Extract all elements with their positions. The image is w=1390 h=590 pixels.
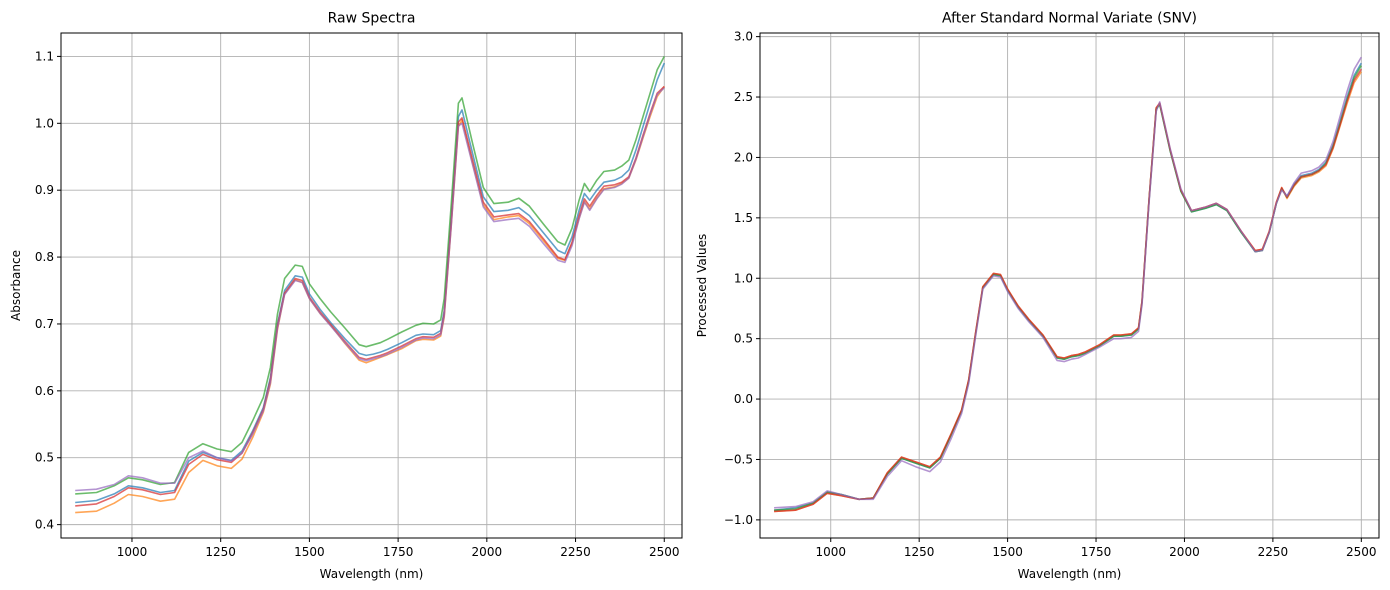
right-ytick-label: 1.5 [734, 211, 753, 225]
left-xtick-label: 1750 [383, 545, 414, 559]
left-chart-title: Raw Spectra [328, 11, 416, 27]
left-ytick-label: 0.4 [35, 518, 54, 532]
right-ytick-label: 1.0 [734, 271, 753, 285]
right-ytick-label: −1.0 [724, 513, 753, 527]
right-ytick-label: 2.0 [734, 150, 753, 164]
left-ytick-label: 0.6 [35, 384, 54, 398]
left-series-line-3 [75, 56, 666, 495]
right-ylabel: Processed Values [695, 234, 709, 338]
left-panel: Raw Spectra 1000 1250 1500 1750 2000 2250 2500… [9, 11, 683, 581]
left-series-line-4 [75, 85, 665, 507]
left-xtick-label: 2500 [649, 545, 680, 559]
right-ytick-label: −0.5 [724, 452, 753, 466]
left-xtick-label: 1250 [205, 545, 236, 559]
left-yticks: 0.4 0.5 0.6 0.7 0.8 0.9 1.0 1.1 [35, 49, 61, 532]
left-series-group [75, 56, 666, 514]
right-ytick-label: 3.0 [734, 30, 753, 44]
right-yticks: −1.0 −0.5 0.0 0.5 1.0 1.5 2.0 2.5 3.0 [724, 30, 760, 527]
right-xtick-label: 2250 [1258, 545, 1289, 559]
left-ytick-label: 0.5 [35, 451, 54, 465]
right-xticks: 1000 1250 1500 1750 2000 2250 2500 [815, 538, 1377, 559]
right-chart-title: After Standard Normal Variate (SNV) [942, 11, 1197, 27]
right-panel: After Standard Normal Variate (SNV) 1000… [695, 11, 1380, 581]
left-grid [61, 33, 682, 538]
left-xtick-label: 2000 [472, 545, 503, 559]
right-ytick-label: 0.0 [734, 392, 753, 406]
left-ytick-label: 0.8 [35, 250, 54, 264]
left-ytick-label: 1.0 [35, 116, 54, 130]
right-series-group [774, 56, 1362, 513]
left-xtick-label: 2250 [560, 545, 591, 559]
left-ytick-label: 0.7 [35, 317, 54, 331]
right-xlabel: Wavelength (nm) [1018, 567, 1122, 581]
right-xtick-label: 1750 [1081, 545, 1112, 559]
left-series-line-5 [75, 87, 665, 492]
right-xtick-label: 1250 [904, 545, 935, 559]
left-ytick-label: 0.9 [35, 183, 54, 197]
right-axes-frame [759, 32, 1380, 539]
left-xticks: 1000 1250 1500 1750 2000 2250 2500 [117, 538, 680, 559]
right-series-line-5 [774, 56, 1362, 509]
left-xtick-label: 1500 [294, 545, 325, 559]
left-xlabel: Wavelength (nm) [320, 567, 424, 581]
left-axes-frame [60, 32, 683, 539]
right-grid [760, 33, 1379, 538]
right-ytick-label: 2.5 [734, 90, 753, 104]
right-ytick-label: 0.5 [734, 332, 753, 346]
right-xtick-label: 2500 [1346, 545, 1377, 559]
right-xtick-label: 1000 [815, 545, 846, 559]
left-xtick-label: 1000 [117, 545, 148, 559]
left-ytick-label: 1.1 [35, 49, 54, 63]
left-ylabel: Absorbance [9, 250, 23, 321]
right-xtick-label: 1500 [992, 545, 1023, 559]
right-xtick-label: 2000 [1169, 545, 1200, 559]
